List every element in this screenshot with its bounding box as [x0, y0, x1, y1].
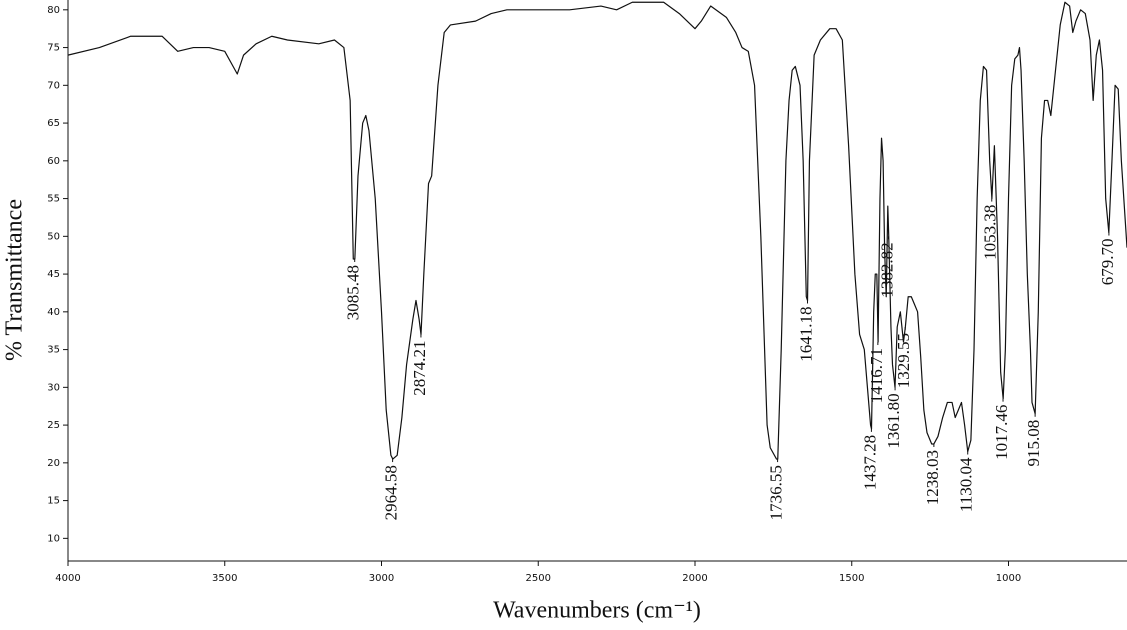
y-tick-label: 25: [47, 420, 60, 431]
peak-label: 2964.58: [382, 465, 401, 520]
peak-label: 1736.55: [766, 465, 785, 520]
peak-label: 1416.71: [867, 348, 886, 403]
peak-label: 1382.82: [877, 242, 896, 297]
peak-label: 3085.48: [344, 265, 363, 320]
y-tick-label: 75: [47, 43, 60, 54]
x-tick-label: 1000: [996, 573, 1021, 584]
y-tick-label: 35: [47, 345, 60, 356]
y-tick-label: 60: [47, 156, 60, 167]
y-tick-label: 70: [47, 80, 60, 91]
x-tick-label: 1500: [839, 573, 864, 584]
y-axis-title: % Transmittance: [2, 199, 28, 361]
y-tick-label: 10: [47, 533, 60, 544]
y-tick-label: 15: [47, 496, 60, 507]
y-tick-label: 65: [47, 118, 60, 129]
y-tick-label: 20: [47, 458, 60, 469]
y-tick-label: 55: [47, 194, 60, 205]
peak-label: 679.70: [1098, 239, 1117, 286]
y-tick-label: 40: [47, 307, 60, 318]
peak-label: 1017.46: [992, 405, 1011, 460]
spectrum-line: [67, 1, 1127, 460]
peak-label: 1329.55: [894, 333, 913, 388]
y-tick-label: 50: [47, 231, 60, 242]
x-tick-label: 2500: [526, 573, 551, 584]
peak-label: 1641.18: [796, 307, 815, 362]
peak-label: 915.08: [1024, 420, 1043, 467]
peak-label: 1361.80: [884, 393, 903, 448]
x-axis-title: Wavenumbers (cm⁻¹): [493, 598, 701, 624]
x-tick-label: 3500: [212, 573, 237, 584]
peak-label: 1238.03: [923, 450, 942, 505]
x-tick-label: 4000: [55, 573, 80, 584]
peak-label: 2874.21: [410, 340, 429, 395]
y-tick-label: 45: [47, 269, 60, 280]
y-tick-label: 30: [47, 382, 60, 393]
peak-label: 1130.04: [957, 457, 976, 512]
peak-label: 1053.38: [981, 205, 1000, 260]
y-tick-label: 80: [47, 5, 60, 16]
x-tick-label: 2000: [682, 573, 707, 584]
x-tick-label: 3000: [369, 573, 394, 584]
peak-label: 1437.28: [860, 435, 879, 490]
